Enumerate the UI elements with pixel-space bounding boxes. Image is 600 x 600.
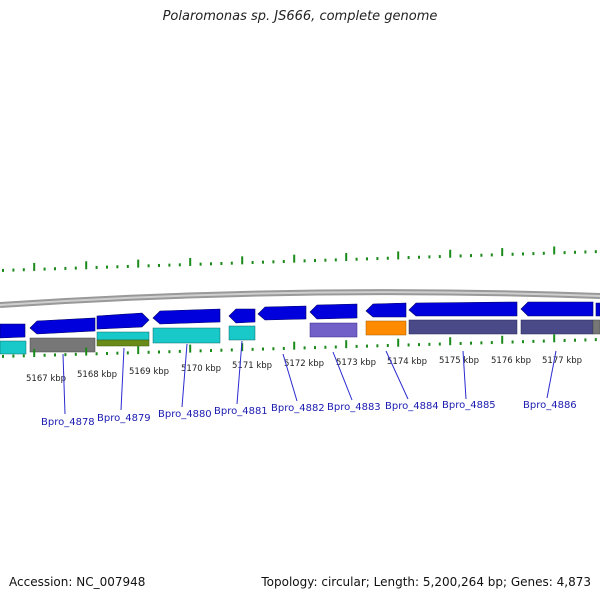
feature-block[interactable] <box>96 331 150 341</box>
outer-tick-marks <box>2 246 597 272</box>
kbp-label: 5175 kbp <box>439 356 479 366</box>
cds-arrow[interactable] <box>29 317 96 335</box>
kbp-label: 5168 kbp <box>77 370 117 380</box>
leader-line <box>462 350 467 400</box>
feature-block[interactable] <box>408 319 518 335</box>
cds-arrow[interactable] <box>0 323 26 339</box>
leader-line <box>236 340 243 405</box>
kbp-label: 5171 kbp <box>232 361 272 371</box>
kbp-label: 5173 kbp <box>336 358 376 368</box>
gene-label-bpro-4881[interactable]: Bpro_4881 <box>214 406 268 417</box>
leader-line <box>62 353 66 415</box>
kbp-label: 5177 kbp <box>542 356 582 366</box>
leader-line <box>282 353 298 402</box>
backbone-ring-highlight <box>0 291 600 306</box>
kbp-label: 5174 kbp <box>387 357 427 367</box>
cds-arrow[interactable] <box>152 308 221 325</box>
cds-track <box>0 301 600 339</box>
map-title: Polaromonas sp. JS666, complete genome <box>162 9 438 24</box>
cds-arrow[interactable] <box>257 305 307 321</box>
cds-arrow[interactable] <box>595 302 600 317</box>
gene-label-bpro-4885[interactable]: Bpro_4885 <box>442 400 496 411</box>
feature-track <box>0 319 600 355</box>
feature-block[interactable] <box>29 337 96 353</box>
kbp-scale: 5167 kbp 5168 kbp 5169 kbp 5170 kbp 5171… <box>26 356 582 384</box>
topology-text: Topology: circular; Length: 5,200,264 bp… <box>261 575 591 589</box>
feature-block[interactable] <box>592 319 600 335</box>
cds-arrow[interactable] <box>408 301 518 317</box>
gene-label-bpro-4878[interactable]: Bpro_4878 <box>41 417 95 428</box>
gene-label-bpro-4886[interactable]: Bpro_4886 <box>523 400 577 411</box>
feature-block[interactable] <box>228 325 256 341</box>
cds-arrow[interactable] <box>520 301 594 317</box>
leader-line <box>120 347 125 411</box>
leader-line <box>332 351 353 401</box>
kbp-label: 5172 kbp <box>284 359 324 369</box>
gene-label-bpro-4879[interactable]: Bpro_4879 <box>97 413 151 424</box>
kbp-label: 5176 kbp <box>491 356 531 366</box>
leader-line <box>385 350 409 400</box>
leader-lines <box>62 340 557 415</box>
feature-block[interactable] <box>309 322 358 338</box>
gene-label-bpro-4883[interactable]: Bpro_4883 <box>327 402 381 413</box>
inner-tick-marks <box>2 334 597 358</box>
gene-label-bpro-4882[interactable]: Bpro_4882 <box>271 403 325 414</box>
leader-line <box>546 350 557 399</box>
cds-arrow[interactable] <box>365 302 407 318</box>
feature-block[interactable] <box>96 339 150 347</box>
gene-label-bpro-4884[interactable]: Bpro_4884 <box>385 401 439 412</box>
cds-arrow[interactable] <box>309 303 358 320</box>
accession-text: Accession: NC_007948 <box>9 575 146 589</box>
leader-line <box>181 343 188 408</box>
kbp-label: 5167 kbp <box>26 374 66 384</box>
cds-arrow[interactable] <box>228 308 256 324</box>
gene-labels: Bpro_4878 Bpro_4879 Bpro_4880 Bpro_4881 … <box>41 400 577 428</box>
cds-arrow[interactable] <box>96 312 150 330</box>
feature-block[interactable] <box>365 320 407 336</box>
kbp-label: 5169 kbp <box>129 367 169 377</box>
feature-block[interactable] <box>0 340 27 355</box>
gene-label-bpro-4880[interactable]: Bpro_4880 <box>158 409 212 420</box>
feature-block[interactable] <box>152 327 221 344</box>
kbp-label: 5170 kbp <box>181 364 221 374</box>
feature-block[interactable] <box>520 319 594 335</box>
